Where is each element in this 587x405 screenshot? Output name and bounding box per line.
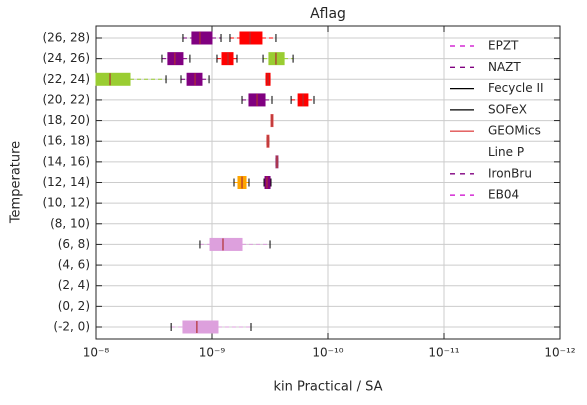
x-axis-label: kin Practical / SA: [273, 380, 382, 395]
x-tick-label: 10⁻⁸: [83, 346, 110, 360]
chart-title: Aflag: [310, 6, 346, 22]
box: [239, 31, 263, 45]
x-tick-label: 10⁻¹⁰: [312, 346, 343, 360]
box-group: [263, 176, 272, 189]
y-tick-label: (8, 10): [50, 216, 90, 230]
x-tick-label: 10⁻¹¹: [428, 346, 459, 360]
box: [191, 31, 213, 45]
box-group: [199, 237, 271, 251]
y-tick-label: (18, 20): [42, 113, 90, 127]
y-tick-label: (14, 16): [42, 154, 90, 168]
box-group: [262, 52, 294, 66]
y-tick-label: (2, 4): [58, 278, 90, 292]
y-tick-label: (4, 6): [58, 258, 90, 272]
box-group: [161, 52, 191, 66]
legend-label: Line P: [488, 145, 524, 159]
y-tick-label: (22, 24): [42, 72, 90, 86]
legend-label: NAZT: [488, 60, 521, 74]
y-tick-label: (20, 22): [42, 92, 90, 106]
box: [95, 72, 131, 86]
y-tick-label: (12, 14): [42, 175, 90, 189]
box: [209, 237, 243, 251]
legend-label: GEOMics: [488, 124, 541, 138]
legend-label: EPZT: [488, 39, 519, 53]
box-group: [170, 320, 252, 334]
legend-label: SOFeX: [488, 102, 527, 116]
y-tick-label: (-2, 0): [53, 320, 90, 334]
box-group: [266, 134, 270, 148]
box-group: [95, 72, 167, 86]
y-tick-label: (10, 12): [42, 196, 90, 210]
box-group: [229, 31, 277, 45]
box-group: [290, 93, 315, 107]
y-axis-label: Temperature: [9, 141, 24, 224]
box-group: [233, 176, 250, 189]
box-group: [216, 52, 238, 66]
legend-label: EB04: [488, 188, 519, 202]
box-group: [275, 155, 279, 169]
box-group: [270, 114, 274, 128]
y-tick-label: (26, 28): [42, 31, 90, 45]
y-tick-label: (6, 8): [58, 237, 90, 251]
box-group: [180, 72, 210, 86]
x-tick-label: 10⁻¹²: [544, 346, 575, 360]
x-tick-label: 10⁻⁹: [199, 346, 226, 360]
box-group: [265, 72, 271, 86]
y-tick-label: (0, 2): [58, 299, 90, 313]
box-group: [182, 31, 222, 45]
legend-label: Fecycle II: [488, 81, 544, 95]
legend-label: IronBru: [488, 166, 532, 180]
plot-frame: [95, 25, 561, 340]
y-tick-label: (24, 26): [42, 51, 90, 65]
box: [182, 320, 219, 334]
box-group: [241, 93, 273, 107]
y-tick-label: (16, 18): [42, 134, 90, 148]
